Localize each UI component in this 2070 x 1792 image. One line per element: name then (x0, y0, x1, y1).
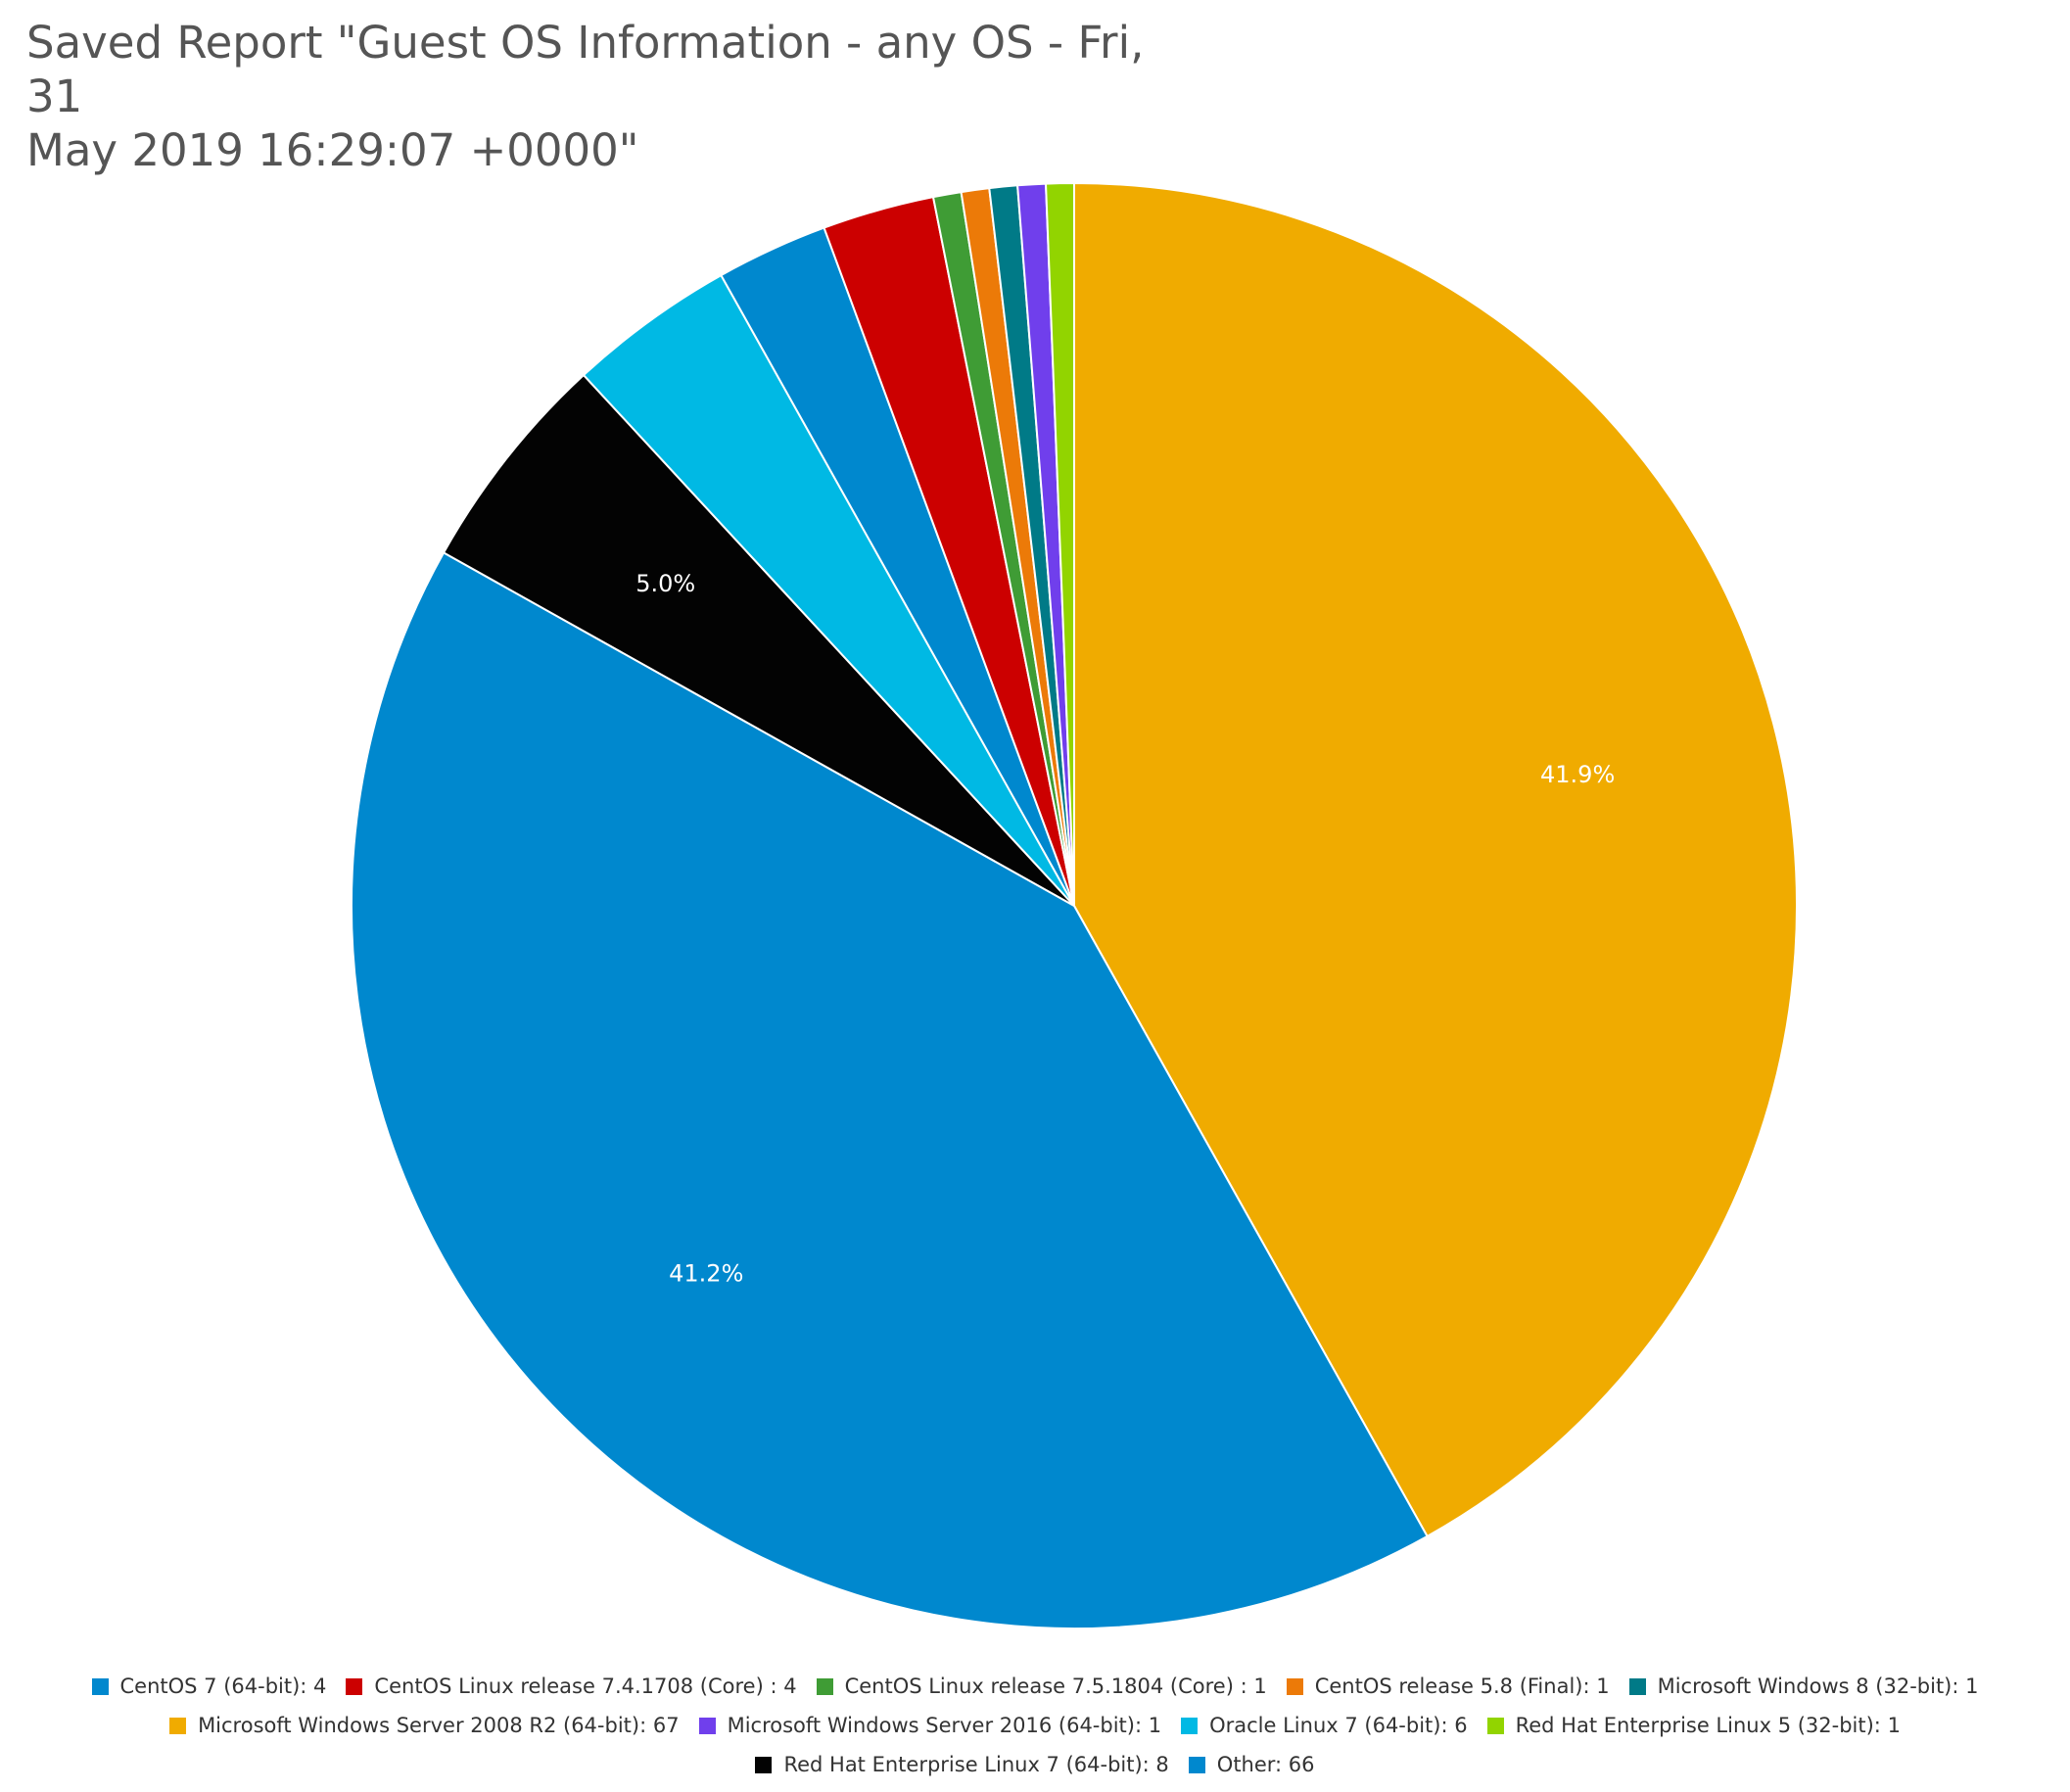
chart-title-line-2: May 2019 16:29:07 +0000" (26, 124, 639, 176)
chart-title: Saved Report "Guest OS Information - any… (26, 16, 1201, 177)
legend-item[interactable]: CentOS Linux release 7.5.1804 (Core) : 1 (816, 1674, 1267, 1698)
legend-item[interactable]: Other: 66 (1188, 1753, 1315, 1776)
legend-label: Microsoft Windows Server 2008 R2 (64-bit… (198, 1714, 680, 1737)
legend-item[interactable]: CentOS release 5.8 (Final): 1 (1286, 1674, 1610, 1698)
legend-label: Red Hat Enterprise Linux 7 (64-bit): 8 (783, 1753, 1169, 1776)
legend-row-2: Microsoft Windows Server 2008 R2 (64-bit… (39, 1706, 2031, 1745)
pie-slice-other[interactable] (351, 551, 1429, 1629)
pie-chart: 41.9% 41.2% 5.0% (351, 181, 1798, 1629)
chart-title-line-1: Saved Report "Guest OS Information - any… (26, 17, 1145, 122)
legend-label: CentOS release 5.8 (Final): 1 (1314, 1674, 1610, 1698)
pie-slice-red-hat-enterprise-linux-7-64-bit[interactable] (442, 373, 1075, 907)
legend-swatch (169, 1717, 187, 1734)
legend-label: Other: 66 (1216, 1753, 1315, 1776)
legend-item[interactable]: CentOS 7 (64-bit): 4 (91, 1674, 327, 1698)
legend-item[interactable]: Oracle Linux 7 (64-bit): 6 (1181, 1714, 1468, 1737)
legend-label: Microsoft Windows 8 (32-bit): 1 (1657, 1674, 1979, 1698)
legend-row-3: Red Hat Enterprise Linux 7 (64-bit): 8 Ot… (39, 1745, 2031, 1784)
legend-label: CentOS Linux release 7.4.1708 (Core) : 4 (374, 1674, 797, 1698)
legend-item[interactable]: Microsoft Windows Server 2008 R2 (64-bit… (169, 1714, 680, 1737)
pie-slice-red-hat-enterprise-linux-5-32-bit[interactable] (1044, 181, 1075, 907)
legend-item[interactable]: CentOS Linux release 7.4.1708 (Core) : 4 (346, 1674, 797, 1698)
legend-swatch (1286, 1677, 1303, 1695)
pie-data-labels: 41.9% 41.2% 5.0% (635, 570, 1615, 1288)
legend-label: Microsoft Windows Server 2016 (64-bit): … (727, 1714, 1162, 1737)
legend-swatch (1486, 1717, 1504, 1734)
legend-label: CentOS Linux release 7.5.1804 (Core) : 1 (844, 1674, 1267, 1698)
data-label-microsoft-windows-server-2008-r2-64-bit: 41.9% (1540, 761, 1615, 788)
legend-item[interactable]: Microsoft Windows Server 2016 (64-bit): … (698, 1714, 1162, 1737)
legend-swatch (91, 1677, 109, 1695)
legend-swatch (698, 1717, 716, 1734)
legend-swatch (755, 1756, 773, 1773)
legend-swatch (816, 1677, 833, 1695)
chart-legend: CentOS 7 (64-bit): 4 CentOS Linux release… (39, 1667, 2031, 1784)
legend-label: Red Hat Enterprise Linux 5 (32-bit): 1 (1515, 1714, 1901, 1737)
legend-label: CentOS 7 (64-bit): 4 (119, 1674, 327, 1698)
legend-swatch (1181, 1717, 1199, 1734)
pie-slice-microsoft-windows-server-2008-r2-64-bit[interactable] (1073, 181, 1798, 1538)
legend-swatch (1628, 1677, 1646, 1695)
data-label-red-hat-enterprise-linux-7-64-bit: 5.0% (635, 570, 695, 597)
legend-swatch (1188, 1756, 1205, 1773)
legend-row-1: CentOS 7 (64-bit): 4 CentOS Linux release… (39, 1667, 2031, 1706)
pie-slices (351, 181, 1798, 1629)
data-label-other: 41.2% (669, 1260, 743, 1288)
legend-item[interactable]: Red Hat Enterprise Linux 5 (32-bit): 1 (1486, 1714, 1901, 1737)
legend-label: Oracle Linux 7 (64-bit): 6 (1209, 1714, 1468, 1737)
legend-item[interactable]: Red Hat Enterprise Linux 7 (64-bit): 8 (755, 1753, 1169, 1776)
legend-item[interactable]: Microsoft Windows 8 (32-bit): 1 (1628, 1674, 1979, 1698)
legend-swatch (346, 1677, 363, 1695)
